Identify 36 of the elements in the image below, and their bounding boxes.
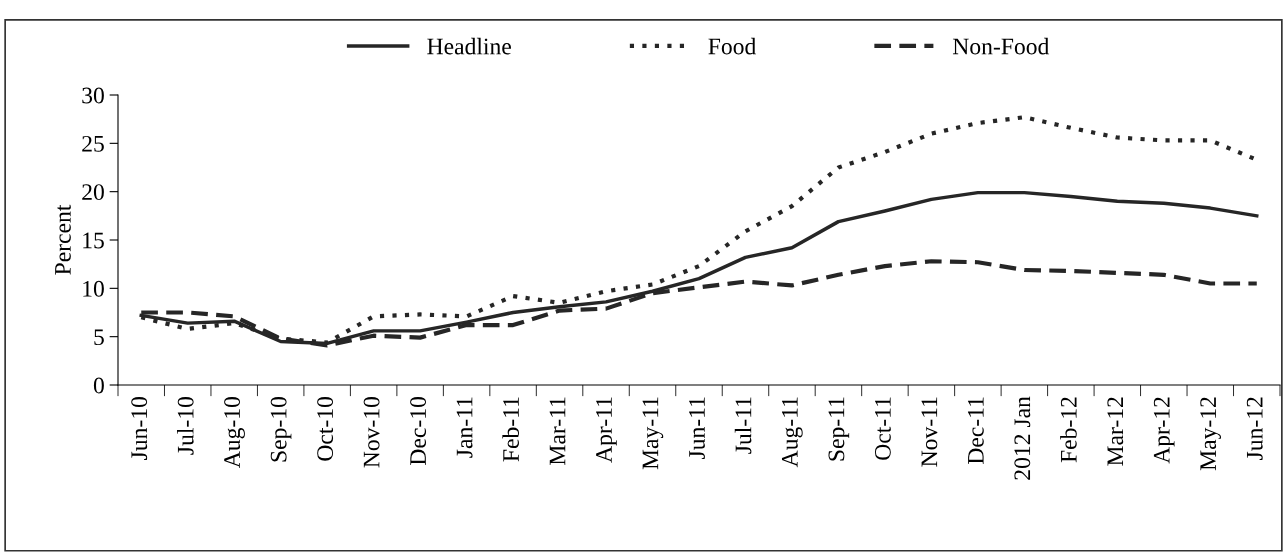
x-tick-label: Aug-10 (224, 397, 245, 469)
x-tick-label: Jul-11 (734, 397, 752, 454)
x-tick-label: Dec-10 (410, 397, 427, 465)
x-tick-label: May-11 (642, 397, 664, 470)
legend-label: Food (708, 37, 757, 55)
x-tick-label: Jan-11 (456, 397, 473, 458)
x-tick-label: 2012 Jan (1014, 396, 1031, 480)
y-tick-label: 30 (82, 87, 104, 104)
x-tick-label: Feb-11 (502, 397, 519, 462)
x-tick-label: Jun-10 (131, 397, 148, 460)
legend-label: Headline (427, 37, 511, 55)
x-tick-label: Nov-11 (921, 397, 938, 467)
x-tick-label: Oct-11 (874, 397, 891, 460)
y-tick-label: 0 (93, 377, 104, 394)
x-tick-label: Oct-10 (317, 397, 334, 461)
x-tick-label: Jun-11 (689, 397, 705, 460)
x-tick-label: Aug-11 (781, 397, 803, 468)
x-tick-label: Feb-12 (1060, 397, 1077, 463)
x-tick-label: Mar-12 (1107, 397, 1124, 466)
x-tick-label: Sep-11 (828, 397, 850, 461)
y-tick-label: 20 (82, 184, 104, 201)
x-tick-label: Jul-10 (177, 397, 194, 455)
x-tick-label: Dec-11 (967, 397, 984, 465)
y-axis-title: Percent (55, 204, 71, 275)
x-tick-label: May-12 (1200, 397, 1221, 471)
x-tick-label: Nov-10 (363, 397, 380, 468)
x-tick-label: Sep-10 (270, 397, 292, 462)
y-tick-label: 25 (82, 135, 104, 152)
legend-label: Non-Food (952, 37, 1050, 55)
x-tick-label: Mar-11 (549, 397, 566, 465)
y-tick-label: 5 (94, 329, 104, 346)
y-tick-label: 10 (83, 280, 104, 297)
x-tick-label: Jun-12 (1246, 397, 1263, 460)
y-tick-label: 15 (83, 232, 104, 249)
x-tick-label: Apr-11 (596, 397, 617, 463)
x-tick-label: Apr-12 (1153, 397, 1175, 464)
